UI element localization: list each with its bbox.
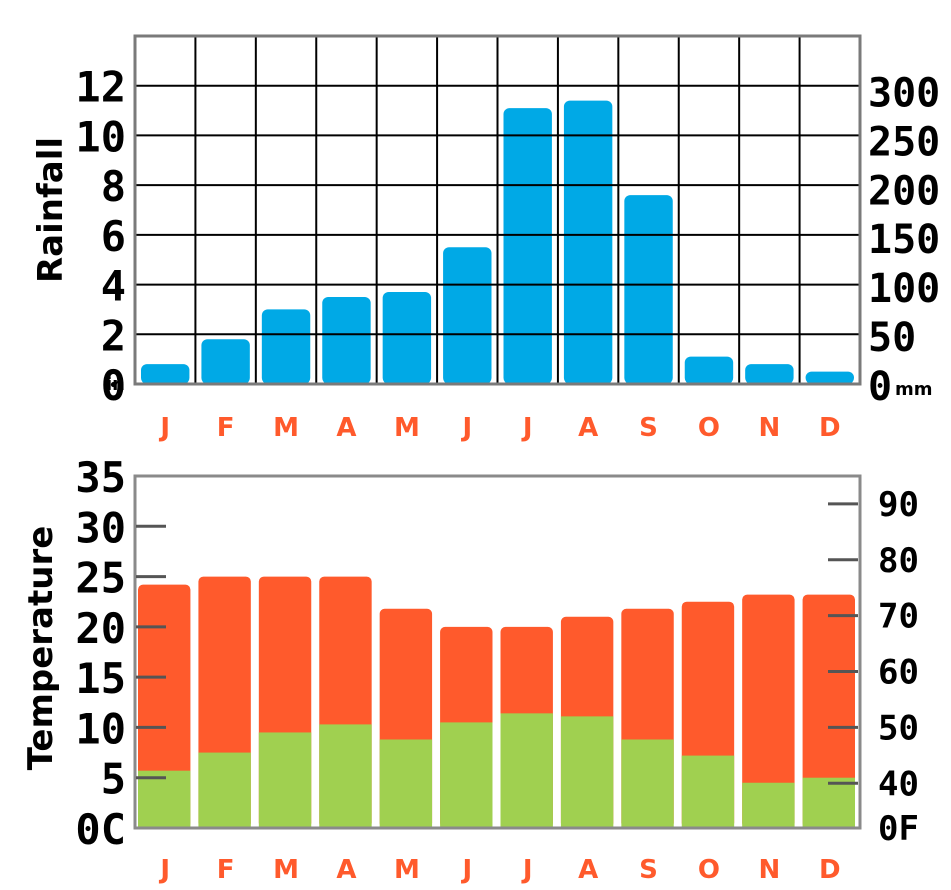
temperature-month-label: M — [394, 855, 420, 885]
rainfall-month-label: J — [460, 413, 472, 443]
rainfall-month-label: M — [273, 413, 299, 443]
temperature-low-bar — [742, 782, 795, 828]
rainfall-bar — [805, 371, 854, 384]
rainfall-left-tick-label: 4 — [101, 262, 126, 311]
temperature-plot-frame — [133, 474, 862, 830]
temperature-high-bar — [742, 594, 795, 828]
rainfall-left-tick-label: 8 — [101, 162, 126, 211]
temperature-month-label: N — [758, 855, 780, 885]
rainfall-month-label: J — [158, 413, 170, 443]
temperature-month-label: O — [698, 855, 720, 885]
rainfall-axis-title: Rainfall — [31, 137, 71, 283]
rainfall-month-label: F — [217, 413, 235, 443]
rainfall-left-tick-label: 2 — [101, 311, 126, 360]
rainfall-bar — [261, 309, 311, 384]
rainfall-bar — [322, 297, 371, 384]
rainfall-left-tick-label: 12 — [75, 63, 126, 112]
temperature-right-tick-label: 70 — [878, 597, 919, 637]
temperature-low-bar — [621, 739, 674, 828]
temperature-month-label: A — [336, 855, 356, 885]
rainfall-left-unit: in — [106, 374, 125, 395]
temperature-left-tick-label: 0C — [75, 805, 126, 854]
temperature-month-label: J — [521, 855, 533, 885]
rainfall-month-label: S — [639, 413, 658, 443]
temperature-month-label: D — [819, 855, 841, 885]
temperature-low-bar — [802, 777, 855, 828]
rainfall-bar — [503, 108, 552, 384]
rainfall-bar — [563, 100, 613, 384]
temperature-high-bar — [802, 594, 855, 828]
rainfall-month-label: A — [336, 413, 356, 443]
rainfall-plot-frame — [133, 34, 862, 386]
temperature-low-bar — [198, 752, 251, 828]
rainfall-bar — [745, 364, 794, 384]
temperature-low-bar — [500, 713, 553, 828]
temperature-right-tick-label: 60 — [878, 653, 919, 693]
temperature-month-label: S — [639, 855, 658, 885]
temperature-left-tick-label: 5 — [101, 755, 126, 804]
rainfall-month-label: A — [578, 413, 598, 443]
rainfall-right-tick-label: 300 — [868, 70, 940, 116]
rainfall-right-tick-label: 100 — [868, 266, 940, 312]
temperature-left-tick-label: 35 — [75, 453, 126, 502]
temperature-bars — [138, 576, 855, 828]
rainfall-right-tick-label: 150 — [868, 217, 940, 263]
temperature-right-tick-label: 40 — [878, 764, 919, 804]
temperature-low-bar — [440, 722, 493, 828]
rainfall-bars — [141, 100, 854, 384]
temperature-low-bar — [379, 739, 433, 828]
rainfall-gridlines-overlay — [135, 84, 860, 336]
temperature-month-label: J — [460, 855, 472, 885]
rainfall-bar — [382, 292, 432, 384]
temperature-month-label: A — [578, 855, 598, 885]
temperature-low-bar — [560, 716, 614, 828]
rainfall-bar — [443, 247, 492, 384]
temperature-right-tick-label: 90 — [878, 485, 919, 525]
temperature-right-tick-label: 0F — [878, 809, 919, 849]
temperature-left-tick-label: 10 — [75, 704, 126, 753]
temperature-left-tick-label: 20 — [75, 604, 126, 653]
rainfall-left-tick-label: 10 — [75, 112, 126, 161]
temperature-low-bar — [681, 755, 735, 828]
temperature-right-tick-label: 80 — [878, 541, 919, 581]
rainfall-right-tick-label: 50 — [868, 315, 916, 361]
temperature-right-tick-label: 50 — [878, 708, 919, 748]
temperature-month-label: F — [217, 855, 235, 885]
rainfall-month-label: J — [521, 413, 533, 443]
rainfall-grid — [194, 36, 801, 384]
temperature-left-tick-label: 15 — [75, 654, 126, 703]
rainfall-month-label: D — [819, 413, 841, 443]
temperature-month-label: M — [273, 855, 299, 885]
rainfall-right-unit: mm — [895, 379, 933, 400]
temperature-left-tick-label: 30 — [75, 503, 126, 552]
temperature-high-bar — [138, 584, 191, 828]
rainfall-left-tick-label: 0 — [101, 361, 126, 410]
rainfall-bar — [684, 356, 734, 384]
temperature-month-label: J — [158, 855, 170, 885]
temperature-low-bar — [138, 770, 191, 828]
temperature-low-bar — [319, 724, 372, 828]
rainfall-right-tick-label: 200 — [868, 168, 940, 214]
rainfall-month-label: O — [698, 413, 720, 443]
rainfall-bar — [624, 195, 673, 384]
temperature-right-axis: 0F 40 50 60 70 80 90 — [828, 485, 919, 849]
temperature-axis-title: Temperature — [21, 526, 61, 771]
rainfall-right-tick-label: 0 — [868, 364, 892, 410]
rainfall-month-label: M — [394, 413, 420, 443]
rainfall-month-label: N — [758, 413, 780, 443]
rainfall-bar — [201, 339, 250, 384]
rainfall-right-tick-label: 250 — [868, 119, 940, 165]
temperature-left-tick-label: 25 — [75, 554, 126, 603]
rainfall-left-tick-label: 6 — [101, 212, 126, 261]
rainfall-bar — [141, 364, 190, 384]
temperature-low-bar — [258, 732, 312, 828]
